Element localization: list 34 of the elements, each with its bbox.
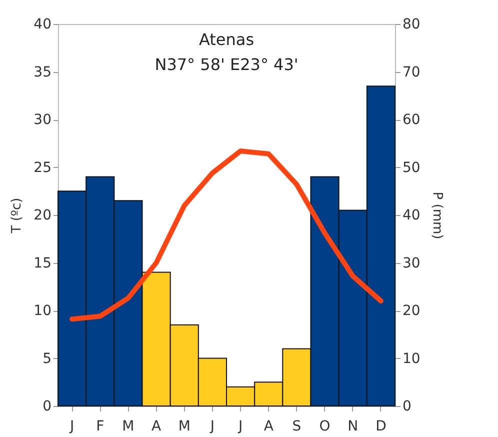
x-tick-label: D bbox=[376, 418, 386, 434]
y2-tick-label: 30 bbox=[402, 255, 420, 272]
x-tick-label: F bbox=[96, 418, 104, 434]
y-tick-label: 40 bbox=[34, 16, 52, 32]
y2-tick-label: 0 bbox=[402, 398, 412, 414]
x-tick-label: M bbox=[178, 418, 190, 434]
x-tick-label: J bbox=[68, 418, 74, 434]
text: N37° 58' E23° 43' bbox=[154, 55, 298, 74]
y2-tick-label: 10 bbox=[402, 350, 420, 367]
y-tick-label: 0 bbox=[42, 398, 52, 414]
y-tick-label: 35 bbox=[34, 64, 52, 80]
x-tick-label: J bbox=[209, 418, 215, 434]
y-tick-label: 25 bbox=[34, 160, 52, 176]
y2-tick-label: 70 bbox=[402, 64, 420, 80]
y2-tick-label: 60 bbox=[402, 112, 420, 128]
y-tick-label: 30 bbox=[34, 112, 52, 128]
y2-axis-title: P (mm) bbox=[429, 192, 444, 240]
y2-tick-label: 50 bbox=[402, 160, 420, 176]
y2-tick-label: 40 bbox=[402, 208, 420, 224]
x-tick-label: O bbox=[319, 418, 330, 434]
x-tick-label: A bbox=[264, 418, 274, 434]
chart-title: Atenas bbox=[198, 30, 254, 49]
y2-tick-label: 20 bbox=[402, 303, 420, 319]
y2-tick-label: 80 bbox=[402, 16, 420, 32]
y-tick-label: 10 bbox=[34, 303, 52, 319]
x-tick-label: M bbox=[122, 418, 134, 434]
y-tick-label: 5 bbox=[42, 350, 52, 367]
x-tick-label: S bbox=[292, 418, 302, 434]
y-tick-label: 20 bbox=[34, 208, 52, 224]
y-axis-title: T (ºc) bbox=[10, 198, 25, 234]
x-tick-label: J bbox=[237, 418, 243, 434]
x-tick-label: N bbox=[348, 418, 358, 434]
y-tick-label: 15 bbox=[34, 255, 52, 272]
x-tick-label: A bbox=[152, 418, 162, 434]
